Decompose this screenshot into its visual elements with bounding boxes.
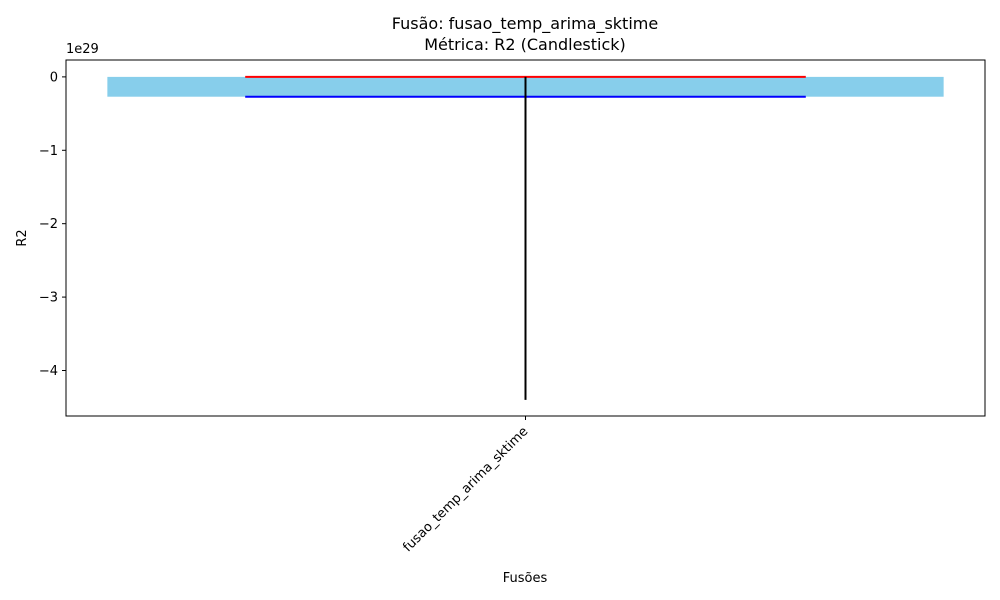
- x-axis-label: Fusões: [503, 571, 548, 586]
- chart-subtitle: Métrica: R2 (Candlestick): [424, 35, 626, 54]
- y-axis-label: R2: [15, 229, 30, 246]
- y-tick-label: −4: [39, 364, 58, 379]
- y-tick-label: −3: [39, 291, 58, 306]
- y-tick-label: 0: [50, 70, 58, 85]
- y-offset-label: 1e29: [66, 42, 99, 57]
- x-tick-label: fusao_temp_arima_sktime: [400, 424, 531, 555]
- plot-marks: [107, 75, 944, 400]
- y-tick-label: −2: [39, 217, 58, 232]
- chart-title: Fusão: fusao_temp_arima_sktime: [392, 14, 658, 34]
- plot-frame: [65, 59, 986, 417]
- x-axis-ticks: fusao_temp_arima_sktime: [400, 416, 531, 555]
- y-tick-label: −1: [39, 144, 58, 159]
- y-axis-ticks: 0 −1 −2 −3 −4: [39, 70, 66, 379]
